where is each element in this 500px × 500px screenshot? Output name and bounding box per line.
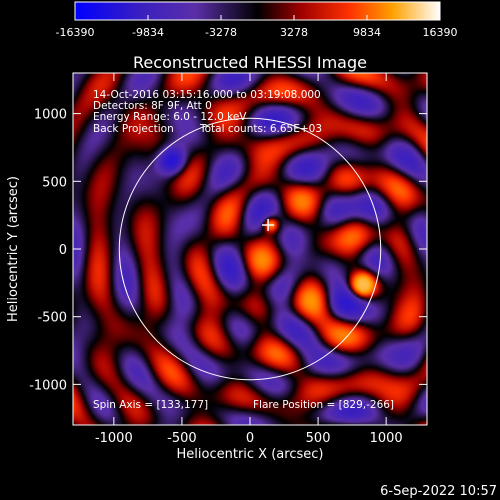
x-tick-label: 1000 xyxy=(370,431,403,446)
x-tick-label: -1000 xyxy=(95,431,133,446)
y-axis-label: Heliocentric Y (arcsec) xyxy=(6,176,21,322)
y-tick-label: 0 xyxy=(59,243,67,258)
y-tick-label: 1000 xyxy=(34,108,67,123)
x-tick-label: 500 xyxy=(306,431,331,446)
solar-limb-circle xyxy=(118,117,382,381)
annotation-time-range: 14-Oct-2016 03:15:16.000 to 03:19:08.000 xyxy=(93,89,321,101)
annotation-method: Back Projection xyxy=(93,123,174,135)
colorbar-tick-label: -3278 xyxy=(205,26,237,39)
colorbar xyxy=(74,1,441,21)
x-axis-label: Heliocentric X (arcsec) xyxy=(177,447,324,462)
timestamp: 6-Sep-2022 10:57 xyxy=(380,484,497,499)
annotation-energy-range: Energy Range: 6.0 - 12.0 keV xyxy=(93,111,247,123)
colorbar-tick-label: 16390 xyxy=(423,26,458,39)
colorbar-tick-label: 3278 xyxy=(280,26,308,39)
colorbar-tick-label: -9834 xyxy=(132,26,164,39)
annotation-total-counts: Total counts: 6.65E+03 xyxy=(199,123,322,135)
x-axis-ticks: -1000 -500 0 500 1000 xyxy=(95,73,403,446)
heatmap-image xyxy=(73,73,427,425)
colorbar-tick-label: -16390 xyxy=(56,26,95,39)
y-axis-ticks: 1000 500 0 -500 -1000 xyxy=(29,108,427,393)
colorbar-tick-label: 9834 xyxy=(353,26,381,39)
annotation-flare-position: Flare Position = [829,-266] xyxy=(253,399,394,411)
colorbar-ticks: -16390 -9834 -3278 3278 9834 16390 xyxy=(56,15,458,39)
chart-title: Reconstructed RHESSI Image xyxy=(133,53,367,72)
spin-axis-crosshair xyxy=(262,219,275,232)
x-tick-label: -500 xyxy=(167,431,197,446)
y-tick-label: -1000 xyxy=(29,378,67,393)
annotation-detectors: Detectors: 8F 9F, Att 0 xyxy=(93,100,212,112)
y-tick-label: -500 xyxy=(37,311,67,326)
x-tick-label: 0 xyxy=(246,431,254,446)
y-tick-label: 500 xyxy=(42,175,67,190)
annotation-spin-axis: Spin Axis = [133,177] xyxy=(93,399,208,411)
